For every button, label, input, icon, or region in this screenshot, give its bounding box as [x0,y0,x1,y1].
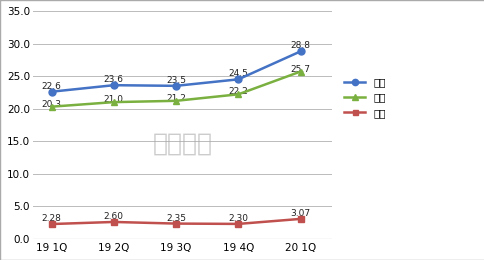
장외 [111,101,117,104]
Line: 합계: 합계 [48,48,303,95]
Text: 23.6: 23.6 [104,75,123,84]
합계 [235,78,241,81]
장내 [111,220,117,224]
장내 [297,217,303,220]
Line: 장내: 장내 [49,216,303,227]
Text: 25.7: 25.7 [290,64,310,74]
장내 [235,222,241,225]
Text: 3.07: 3.07 [290,209,310,218]
합계 [297,50,303,53]
합계 [111,84,117,87]
장내 [173,222,179,225]
장내 [48,223,54,226]
Text: 2.30: 2.30 [228,214,248,223]
장외 [48,105,54,108]
Line: 장외: 장외 [48,68,303,110]
Text: 2.60: 2.60 [104,212,123,221]
장외 [235,93,241,96]
Legend: 합계, 장외, 장내: 합계, 장외, 장내 [339,73,389,122]
Text: 21.2: 21.2 [166,94,186,103]
Text: 28.8: 28.8 [290,42,310,50]
Text: 22.2: 22.2 [228,87,248,96]
장외 [173,99,179,102]
Text: 22.6: 22.6 [42,82,61,91]
합계 [48,90,54,93]
Text: 24.5: 24.5 [228,69,248,79]
Text: 21.0: 21.0 [104,95,123,104]
Text: 2.28: 2.28 [42,214,61,223]
Text: 20.3: 20.3 [42,100,61,109]
Text: 2.35: 2.35 [166,214,186,223]
Text: 서울경제: 서울경제 [152,131,212,155]
Text: 23.5: 23.5 [166,76,186,85]
장외 [297,70,303,73]
합계 [173,84,179,87]
